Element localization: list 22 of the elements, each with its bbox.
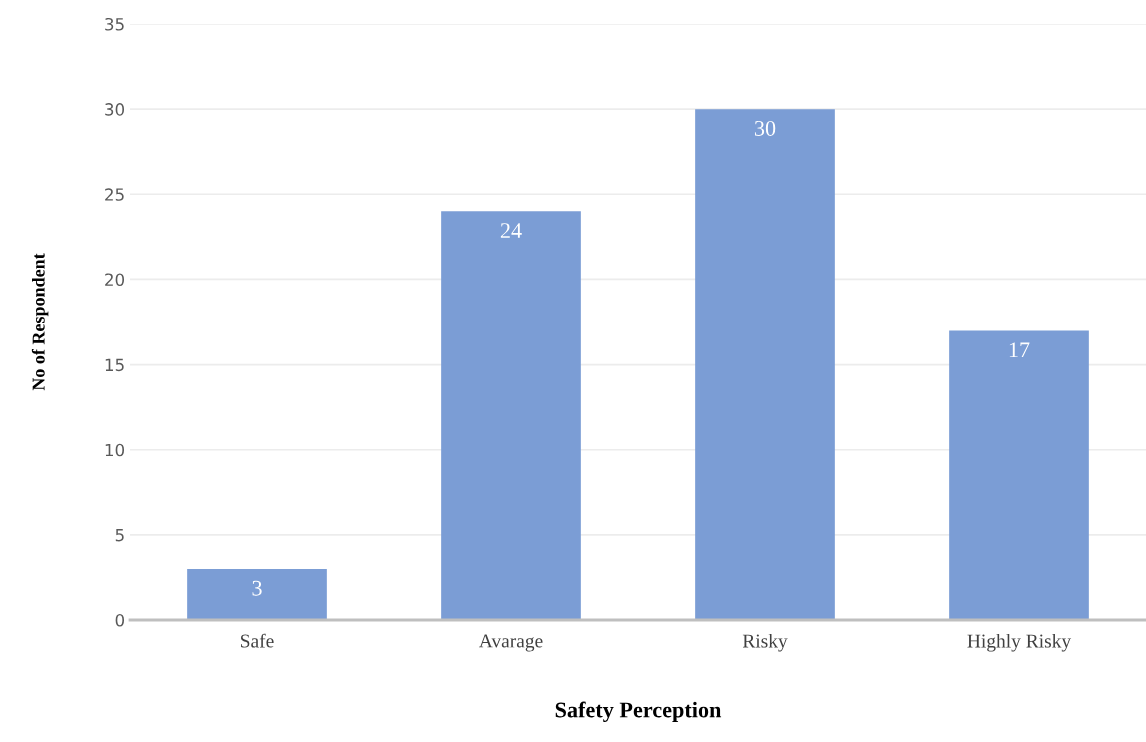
x-tick-label: Risky (742, 633, 788, 652)
data-label: 30 (754, 120, 776, 136)
data-label: 24 (500, 223, 522, 238)
bar (441, 211, 581, 620)
x-tick-label: Safe (241, 633, 274, 648)
data-label: 17 (1009, 342, 1030, 358)
y-tick-label: 35 (105, 17, 124, 31)
y-tick-label: 20 (105, 273, 125, 286)
bar (695, 109, 835, 620)
y-tick-label: 30 (105, 103, 125, 116)
y-tick-label: 0 (115, 613, 125, 627)
data-label: 3 (252, 580, 262, 596)
y-tick-label: 5 (115, 529, 124, 542)
x-axis-title: Safety Perception (555, 701, 722, 723)
y-tick-label: 25 (105, 188, 124, 201)
bar (949, 330, 1089, 620)
x-tick-label: Highly Risky (967, 633, 1072, 652)
y-tick-label: 10 (105, 443, 125, 457)
x-tick-label: Avarage (478, 634, 543, 652)
y-tick-label: 15 (105, 358, 124, 372)
y-axis-title: No of Respondent (31, 253, 49, 391)
bar (187, 568, 327, 620)
